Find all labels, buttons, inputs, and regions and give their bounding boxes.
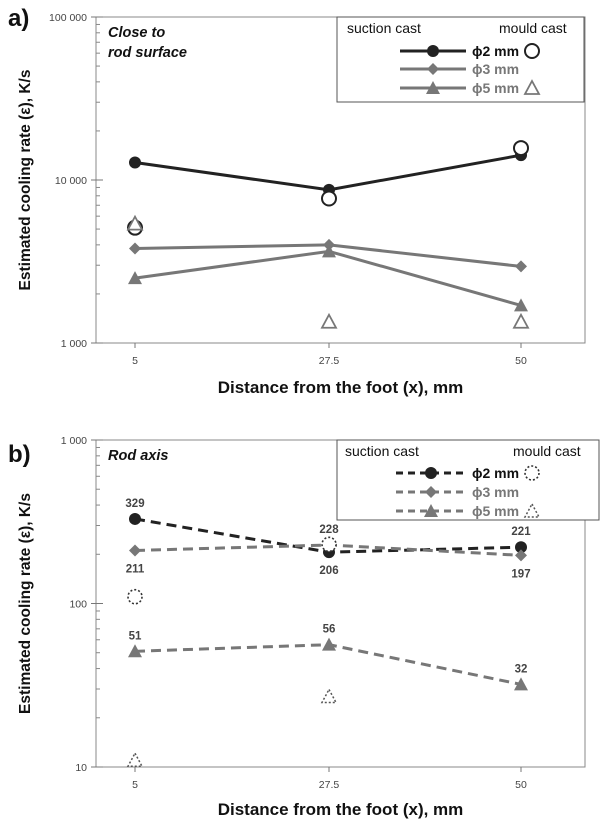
data-label: 197 xyxy=(511,568,530,580)
series-mould-cast-5 xyxy=(126,214,530,329)
legend-label: ϕ5 mm xyxy=(472,80,519,96)
data-label: 32 xyxy=(515,663,528,675)
data-point xyxy=(129,512,141,525)
x-tick-label: 50 xyxy=(515,779,527,791)
data-label: 51 xyxy=(129,630,142,642)
series-suction-cast-1: 329 206 221 xyxy=(125,498,531,577)
legend-mould-marker xyxy=(523,502,541,518)
legend-label: ϕ2 mm xyxy=(472,43,519,59)
panel-label: b) xyxy=(8,441,31,468)
y-tick-label: 100 xyxy=(69,599,87,611)
data-point xyxy=(513,140,529,157)
legend-heading-suction: suction cast xyxy=(347,20,421,36)
legend-label: ϕ2 mm xyxy=(472,465,519,481)
legend: suction cast mould cast ϕ2 mm ϕ3 mm ϕ5 mm xyxy=(336,16,585,103)
data-point xyxy=(321,190,337,207)
y-tick-label: 1 000 xyxy=(61,435,87,447)
legend: suction cast mould cast ϕ2 mm ϕ3 mm ϕ5 mm xyxy=(336,439,600,521)
legend-marker xyxy=(425,467,437,479)
data-point xyxy=(321,536,337,553)
legend-label: ϕ3 mm xyxy=(472,484,519,500)
data-point xyxy=(128,644,142,658)
legend-heading-mould: mould cast xyxy=(513,443,581,459)
series-suction-cast-1 xyxy=(129,149,527,196)
legend-box xyxy=(336,439,600,521)
data-point xyxy=(126,751,144,767)
data-point xyxy=(515,260,527,273)
series-mould-cast-4 xyxy=(127,536,337,605)
x-axis-label: Distance from the foot (x), mm xyxy=(218,378,464,397)
series-mould-cast-5 xyxy=(126,687,338,767)
y-axis-label: Estimated cooling rate (ε), K/s xyxy=(17,493,34,714)
x-tick-label: 5 xyxy=(132,779,138,791)
data-label: 329 xyxy=(125,498,144,510)
legend-marker xyxy=(424,504,438,517)
legend-heading-suction: suction cast xyxy=(345,443,419,459)
data-point xyxy=(320,312,338,329)
legend-marker xyxy=(425,486,437,498)
data-point xyxy=(320,687,338,704)
legend-marker xyxy=(426,81,440,94)
data-point xyxy=(512,312,530,329)
data-point xyxy=(129,156,141,169)
panel-label: a) xyxy=(8,5,29,32)
data-label: 221 xyxy=(511,526,531,538)
series-suction-cast-3: 51 56 32 xyxy=(128,624,528,691)
chart-title: Rod axis xyxy=(108,448,168,464)
data-point xyxy=(129,544,141,557)
chart-panel-a: 1 000 10 000 100 000 5 27.5 50 Distance from t… xyxy=(8,5,586,397)
y-tick-label: 10 000 xyxy=(55,175,87,187)
legend-mould-marker xyxy=(524,465,540,481)
chart-panel-b: 10 100 1 000 5 27.5 50 Distance from the foot … xyxy=(8,435,600,819)
data-point xyxy=(514,677,528,691)
data-point xyxy=(515,541,527,554)
legend-marker xyxy=(427,63,439,75)
data-point xyxy=(126,214,144,231)
data-point xyxy=(322,244,336,258)
legend-label: ϕ5 mm xyxy=(472,503,519,519)
legend-label: ϕ3 mm xyxy=(472,61,519,77)
data-label: 206 xyxy=(319,565,338,577)
chart-title: Close to xyxy=(108,25,165,41)
legend-mould-marker xyxy=(524,43,540,59)
y-tick-label: 100 000 xyxy=(49,12,87,24)
y-tick-label: 1 000 xyxy=(61,338,87,350)
x-tick-label: 50 xyxy=(515,355,527,367)
legend-mould-marker xyxy=(523,79,541,95)
data-label: 228 xyxy=(319,524,339,536)
data-point xyxy=(515,549,527,562)
series-suction-cast-3 xyxy=(128,244,528,312)
legend-heading-mould: mould cast xyxy=(499,20,567,36)
legend-marker xyxy=(427,45,439,57)
data-point xyxy=(127,588,143,605)
x-tick-label: 27.5 xyxy=(319,355,340,367)
x-tick-label: 27.5 xyxy=(319,779,340,791)
data-point xyxy=(322,637,336,651)
data-point xyxy=(128,271,142,285)
x-tick-label: 5 xyxy=(132,355,138,367)
chart-title: rod surface xyxy=(108,45,187,61)
data-label: 56 xyxy=(323,624,336,636)
y-axis-label: Estimated cooling rate (ε), K/s xyxy=(17,70,34,291)
y-tick-label: 10 xyxy=(75,762,87,774)
data-point xyxy=(514,298,528,312)
x-axis-label: Distance from the foot (x), mm xyxy=(218,800,464,819)
data-label: 211 xyxy=(126,563,145,575)
data-point xyxy=(129,242,141,255)
